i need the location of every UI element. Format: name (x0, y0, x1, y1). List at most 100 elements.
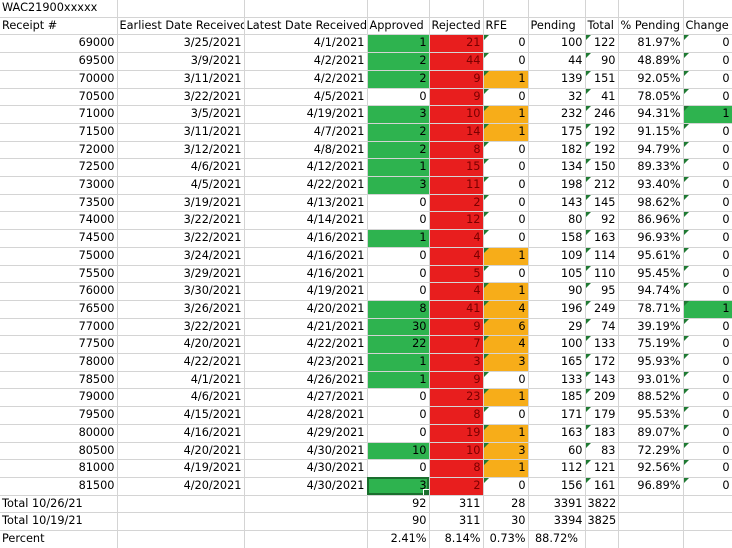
change-cell[interactable]: 0 (683, 353, 732, 372)
latest-date-cell[interactable]: 4/12/2021 (244, 158, 368, 178)
total-cell[interactable]: 92 (585, 211, 619, 231)
cell[interactable] (683, 530, 732, 548)
approved-cell[interactable]: 22 (367, 335, 430, 355)
pending-cell[interactable]: 165 (528, 353, 586, 372)
total-cell[interactable]: 143 (585, 371, 619, 390)
cell[interactable] (244, 512, 368, 532)
approved-cell[interactable]: 0 (367, 406, 430, 425)
total-cell[interactable]: 41 (585, 88, 619, 107)
pending-cell[interactable]: 232 (528, 105, 586, 124)
pct-pending-cell[interactable]: 95.61% (618, 247, 684, 266)
cell[interactable] (618, 0, 684, 18)
cell[interactable] (618, 495, 684, 514)
approved-cell[interactable]: 1 (367, 353, 430, 372)
receipt-cell[interactable]: 70500 (0, 88, 118, 107)
rfe-cell[interactable]: 1 (483, 70, 529, 89)
pending-cell[interactable]: 90 (528, 282, 586, 301)
latest-date-cell[interactable]: 4/20/2021 (244, 300, 368, 319)
earliest-date-cell[interactable]: 3/29/2021 (117, 265, 245, 284)
total-cell[interactable]: 74 (585, 318, 619, 337)
rfe-cell[interactable]: 1 (483, 105, 529, 124)
change-cell[interactable]: 0 (683, 211, 732, 231)
rfe-cell[interactable]: 3 (483, 353, 529, 372)
pending-cell[interactable]: 100 (528, 335, 586, 355)
header-change[interactable]: Change (683, 17, 732, 36)
rejected-cell[interactable]: 8 (429, 141, 484, 160)
cell[interactable] (683, 0, 732, 18)
pending-cell[interactable]: 112 (528, 459, 586, 478)
latest-date-cell[interactable]: 4/16/2021 (244, 247, 368, 266)
receipt-cell[interactable]: 81500 (0, 477, 118, 496)
receipt-cell[interactable]: 75000 (0, 247, 118, 266)
total-cell[interactable]: 151 (585, 70, 619, 89)
earliest-date-cell[interactable]: 4/15/2021 (117, 406, 245, 425)
pending-cell[interactable]: 60 (528, 442, 586, 461)
earliest-date-cell[interactable]: 4/22/2021 (117, 353, 245, 372)
rejected-cell[interactable]: 12 (429, 211, 484, 231)
earliest-date-cell[interactable]: 3/5/2021 (117, 105, 245, 124)
pct-pending-cell[interactable]: 86.96% (618, 211, 684, 231)
cell[interactable] (618, 512, 684, 532)
header-rejected[interactable]: Rejected (429, 17, 484, 36)
totals-total[interactable]: 3822 (585, 495, 619, 514)
percent-approved[interactable]: 2.41% (367, 530, 430, 548)
pct-pending-cell[interactable]: 72.29% (618, 442, 684, 461)
latest-date-cell[interactable]: 4/23/2021 (244, 353, 368, 372)
total-cell[interactable]: 110 (585, 265, 619, 284)
rfe-cell[interactable]: 0 (483, 52, 529, 71)
latest-date-cell[interactable]: 4/8/2021 (244, 141, 368, 160)
total-cell[interactable]: 90 (585, 52, 619, 71)
approved-cell[interactable]: 1 (367, 158, 430, 178)
header-approved[interactable]: Approved (367, 17, 430, 36)
receipt-cell[interactable]: 81000 (0, 459, 118, 478)
pending-cell[interactable]: 198 (528, 176, 586, 195)
change-cell[interactable]: 0 (683, 70, 732, 89)
approved-cell[interactable]: 30 (367, 318, 430, 337)
change-cell[interactable]: 0 (683, 34, 732, 54)
receipt-cell[interactable]: 80000 (0, 424, 118, 443)
rfe-cell[interactable]: 1 (483, 424, 529, 443)
receipt-cell[interactable]: 71000 (0, 105, 118, 124)
percent-pending[interactable]: 88.72% (528, 530, 586, 548)
percent-rfe[interactable]: 0.73% (483, 530, 529, 548)
earliest-date-cell[interactable]: 3/30/2021 (117, 282, 245, 301)
total-cell[interactable]: 133 (585, 335, 619, 355)
receipt-cell[interactable]: 74000 (0, 211, 118, 231)
rejected-cell[interactable]: 4 (429, 282, 484, 301)
rejected-cell[interactable]: 4 (429, 229, 484, 248)
earliest-date-cell[interactable]: 4/20/2021 (117, 477, 245, 496)
approved-cell[interactable]: 1 (367, 34, 430, 54)
rejected-cell[interactable]: 8 (429, 406, 484, 425)
receipt-cell[interactable]: 70000 (0, 70, 118, 89)
rejected-cell[interactable]: 9 (429, 88, 484, 107)
earliest-date-cell[interactable]: 3/12/2021 (117, 141, 245, 160)
latest-date-cell[interactable]: 4/30/2021 (244, 477, 368, 496)
rfe-cell[interactable]: 0 (483, 211, 529, 231)
cell[interactable] (244, 0, 368, 18)
totals-approved[interactable]: 92 (367, 495, 430, 514)
receipt-cell[interactable]: 75500 (0, 265, 118, 284)
pending-cell[interactable]: 105 (528, 265, 586, 284)
latest-date-cell[interactable]: 4/19/2021 (244, 282, 368, 301)
rfe-cell[interactable]: 1 (483, 388, 529, 408)
latest-date-cell[interactable]: 4/30/2021 (244, 442, 368, 461)
total-cell[interactable]: 161 (585, 477, 619, 496)
rfe-cell[interactable]: 0 (483, 406, 529, 425)
totals-pending[interactable]: 3391 (528, 495, 586, 514)
cell[interactable] (483, 0, 529, 18)
earliest-date-cell[interactable]: 4/1/2021 (117, 371, 245, 390)
earliest-date-cell[interactable]: 3/9/2021 (117, 52, 245, 71)
cell[interactable] (585, 0, 619, 18)
pending-cell[interactable]: 109 (528, 247, 586, 266)
change-cell[interactable]: 0 (683, 123, 732, 142)
pct-pending-cell[interactable]: 81.97% (618, 34, 684, 54)
change-cell[interactable]: 0 (683, 371, 732, 390)
rejected-cell[interactable]: 10 (429, 442, 484, 461)
earliest-date-cell[interactable]: 4/5/2021 (117, 176, 245, 195)
total-cell[interactable]: 95 (585, 282, 619, 301)
change-cell[interactable]: 0 (683, 265, 732, 284)
receipt-cell[interactable]: 71500 (0, 123, 118, 142)
approved-cell[interactable]: 3 (367, 477, 430, 496)
cell[interactable] (117, 0, 245, 18)
earliest-date-cell[interactable]: 4/20/2021 (117, 335, 245, 355)
